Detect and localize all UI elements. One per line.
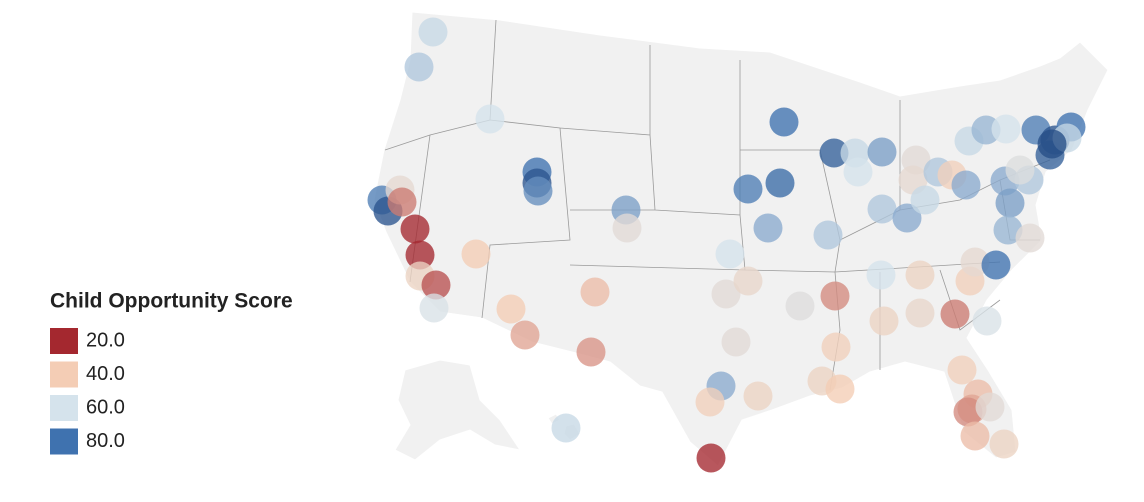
location-marker (995, 188, 1025, 218)
location-marker (1037, 129, 1067, 159)
location-marker (1005, 155, 1035, 185)
location-marker (753, 213, 783, 243)
location-marker (975, 392, 1005, 422)
legend-label: 60.0 (86, 396, 125, 418)
location-marker (421, 270, 451, 300)
location-marker (867, 137, 897, 167)
legend-label: 20.0 (86, 329, 125, 351)
location-marker (580, 277, 610, 307)
location-marker (612, 213, 642, 243)
legend-swatch (50, 361, 78, 388)
legend: Child Opportunity Score 20.0 40.0 60.0 80.0 (50, 290, 293, 455)
location-marker (404, 52, 434, 82)
location-marker (510, 320, 540, 350)
location-marker (989, 429, 1019, 459)
location-marker (743, 381, 773, 411)
location-marker (721, 327, 751, 357)
location-marker (869, 306, 899, 336)
location-marker (461, 239, 491, 269)
location-marker (496, 294, 526, 324)
location-marker (400, 214, 430, 244)
location-marker (820, 281, 850, 311)
location-marker (695, 387, 725, 417)
location-marker (696, 443, 726, 473)
location-marker (940, 299, 970, 329)
location-marker (715, 239, 745, 269)
location-marker (419, 293, 449, 323)
location-marker (951, 170, 981, 200)
alaska (394, 359, 522, 461)
location-marker (711, 279, 741, 309)
location-marker (905, 298, 935, 328)
legend-swatch (50, 328, 78, 354)
location-marker (960, 421, 990, 451)
location-marker (947, 355, 977, 385)
location-marker (1015, 223, 1045, 253)
location-marker (733, 266, 763, 296)
location-marker (405, 240, 435, 270)
location-marker (953, 397, 983, 427)
location-marker (769, 107, 799, 137)
legend-title: Child Opportunity Score (50, 290, 293, 313)
location-marker (825, 374, 855, 404)
location-marker (867, 194, 897, 224)
location-marker (576, 337, 606, 367)
location-marker (910, 185, 940, 215)
legend-label: 80.0 (86, 430, 125, 452)
location-marker (387, 187, 417, 217)
location-marker (418, 17, 448, 47)
location-marker (819, 138, 849, 168)
location-marker (785, 291, 815, 321)
location-marker (551, 413, 581, 443)
location-marker (991, 114, 1021, 144)
location-marker (905, 260, 935, 290)
location-marker (821, 332, 851, 362)
location-marker (866, 260, 896, 290)
location-marker (475, 104, 505, 134)
legend-label: 40.0 (86, 363, 125, 385)
location-marker (813, 220, 843, 250)
location-marker (892, 203, 922, 233)
location-marker (523, 176, 553, 206)
location-marker (843, 157, 873, 187)
location-marker (733, 174, 763, 204)
points-layer (367, 17, 1086, 473)
location-marker (981, 250, 1011, 280)
legend-swatch (50, 428, 78, 455)
location-marker (993, 215, 1023, 245)
location-marker (765, 168, 795, 198)
legend-swatch (50, 395, 78, 421)
location-marker (972, 306, 1002, 336)
